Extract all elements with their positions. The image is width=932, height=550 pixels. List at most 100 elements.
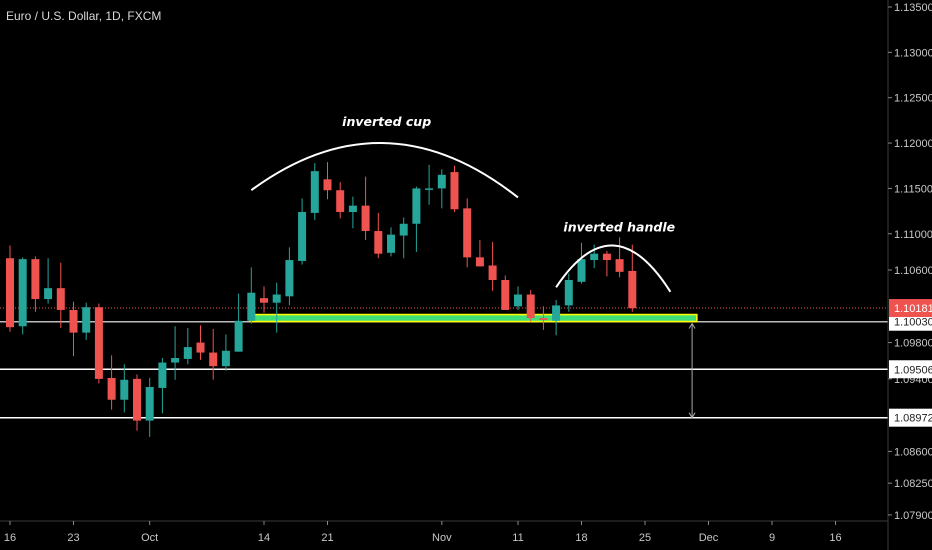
y-tick-label: 1.10600 [894,265,932,277]
candle-body [120,379,129,400]
inverted-cup-label: inverted cup [342,114,431,129]
candle [158,358,167,414]
candle-body [310,171,319,213]
x-tick-label: 16 [829,532,841,544]
candle [247,267,256,324]
candle-body [514,294,522,307]
candle-body [196,342,205,353]
candle [260,286,268,313]
candle-body [577,259,586,282]
x-tick-label: 9 [769,532,775,544]
candle [399,217,408,259]
candle [387,227,395,257]
candle-body [31,259,40,300]
candle [56,262,65,329]
price-labels: 1.10030 1.09506 1.08972 1.10181 [889,299,932,427]
candle-body [323,179,332,191]
candle [209,328,218,380]
candle [475,240,484,267]
candle-body [628,270,637,309]
candle-body [247,292,256,321]
candle [310,163,319,221]
candle [6,245,14,332]
y-tick-label: 1.11500 [894,183,932,195]
candle [577,242,586,284]
candle [552,299,561,336]
candle-body [488,265,497,281]
candle-body [564,280,573,306]
candle-body [133,378,141,421]
candle-body [450,172,459,210]
candle [221,334,230,371]
candle-body [552,305,561,321]
candle-body [463,208,472,258]
inverted-handle-label: inverted handle [563,220,675,235]
candle [488,241,497,291]
candle-body [18,259,27,327]
candle [526,289,535,322]
arrow-head-down-icon [688,412,696,419]
candle-body [234,320,243,352]
time-axis[interactable]: 16 23 Oct 14 21 Nov 11 18 25 Dec 9 16 [4,521,842,544]
candle [234,293,243,352]
candle [94,303,103,384]
candle-body [539,318,548,320]
candle-body [602,253,611,261]
y-tick-label: 1.12500 [894,93,932,105]
candle [120,364,129,413]
price-label-box [889,360,932,379]
candle [615,237,624,278]
candle [348,196,357,229]
y-tick-label: 1.11000 [894,229,932,241]
candle [628,244,637,312]
candle [590,244,599,269]
arrow-head-up-icon [688,322,696,329]
price-axis[interactable]: 1.13500 1.13000 1.12500 1.12000 1.11500 1.110… [888,2,932,522]
candle [437,169,446,209]
candle-body [69,309,78,333]
candle [107,355,116,410]
candle-body [501,280,510,310]
y-tick-label: 1.07900 [894,510,932,522]
candle [82,302,91,340]
candle-body [475,257,484,267]
support-zone [249,313,698,323]
last-price-box [889,299,932,318]
candle [412,186,421,252]
candle-body [298,211,307,261]
candle [539,306,548,330]
candle-body [6,258,14,328]
x-tick-label: Dec [699,532,719,544]
candle [171,326,180,380]
price-label: 1.08972 [894,413,932,425]
x-tick-label: Nov [432,532,452,544]
price-label-box [889,312,932,331]
candle-body [260,298,268,303]
candle [602,250,611,277]
candle [298,198,307,265]
x-tick-label: 25 [639,532,651,544]
candle [336,182,345,219]
candle-body [94,307,103,379]
candle-body [221,350,230,367]
y-tick-label: 1.08250 [894,478,932,490]
x-tick-label: Oct [141,532,158,544]
x-tick-label: 14 [258,532,270,544]
price-label: 1.09506 [894,364,932,376]
candle [69,301,78,357]
candle [285,247,294,306]
candle-body [374,231,383,254]
candle [374,212,383,259]
candle [133,374,141,431]
candle-body [348,205,357,212]
candle [272,282,281,333]
candle-body [336,190,345,212]
x-tick-label: 18 [575,532,587,544]
candle [31,256,40,312]
candle [323,162,332,200]
candle [183,328,192,365]
last-price-label: 1.10181 [894,303,932,315]
y-tick-label: 1.08600 [894,446,932,458]
candle [425,164,434,205]
